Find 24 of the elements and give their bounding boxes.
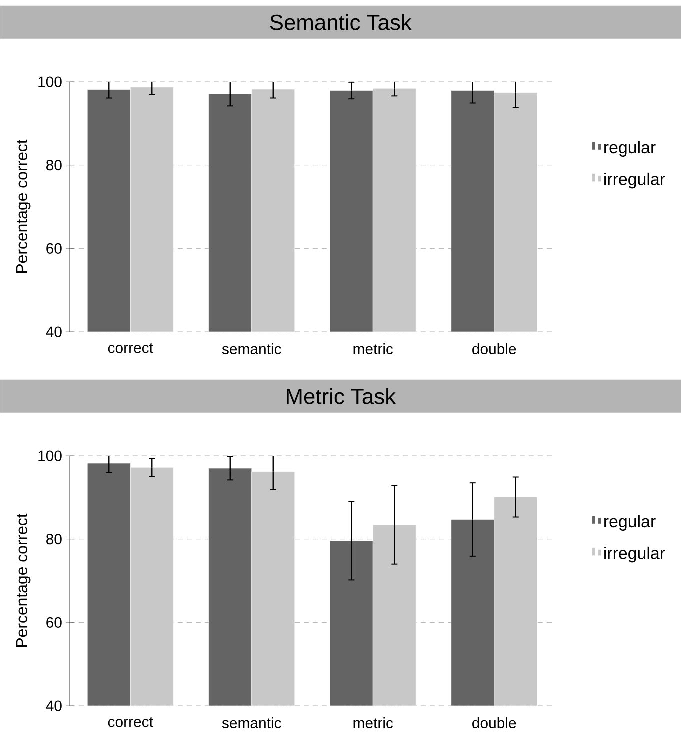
x-tick-label: double	[472, 718, 516, 728]
y-tick-label: 60	[46, 243, 62, 254]
x-tick-label: metric	[354, 344, 394, 354]
legend-label: irregular	[604, 546, 666, 563]
y-tick-label: 100	[38, 76, 62, 88]
y-tick-label: 60	[46, 617, 62, 628]
y-tick-label: 100	[38, 450, 62, 462]
legend-label: regular	[604, 141, 656, 157]
y-axis-title: Percentage correct	[16, 514, 31, 648]
x-tick-label: double	[472, 344, 516, 354]
chart-title: Semantic Task	[270, 14, 412, 30]
legend-label: regular	[604, 515, 656, 531]
y-tick-label: 40	[46, 700, 62, 712]
y-axis-title: Percentage correct	[16, 140, 31, 274]
y-tick-label: 80	[46, 160, 62, 171]
legend-label: irregular	[604, 172, 666, 189]
y-tick-label: 40	[46, 326, 62, 338]
x-tick-label: correct	[108, 344, 154, 354]
x-tick-label: semantic	[222, 718, 282, 728]
x-tick-label: correct	[108, 718, 154, 728]
chart-title: Metric Task	[287, 388, 396, 404]
x-tick-label: metric	[354, 718, 394, 728]
y-tick-label: 80	[46, 534, 62, 545]
x-tick-label: semantic	[222, 344, 282, 354]
